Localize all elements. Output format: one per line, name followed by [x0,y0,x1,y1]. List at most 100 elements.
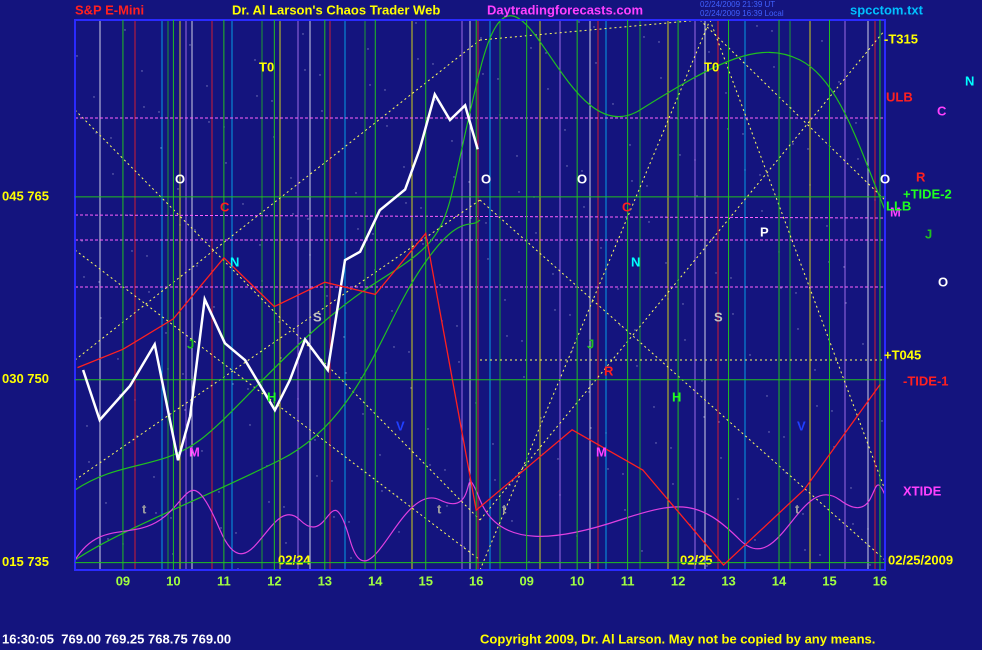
star [819,554,821,556]
star [319,74,321,76]
star [256,95,258,97]
star [530,47,532,49]
annotation: +T045 [884,347,921,362]
x-tick-label: 11 [621,573,635,588]
star [643,36,645,38]
series-line [77,231,881,567]
annotation: S [313,309,322,324]
star [83,276,85,278]
x-tick-label: 16 [469,573,483,588]
star [761,210,763,212]
star [855,122,857,124]
star [143,106,145,108]
star [432,63,434,65]
star [302,33,304,35]
annotation: -TIDE-1 [903,373,949,388]
star [408,351,410,353]
annotation: T0 [704,59,719,74]
date-label: 02/25 [680,552,713,567]
star [511,520,513,522]
star [283,506,285,508]
timestamp: 02/24/2009 21:39 UT [700,0,775,9]
star [759,174,761,176]
star [184,409,186,411]
star [670,447,672,449]
star [634,329,636,331]
annotation: t [502,501,507,516]
star [831,410,833,412]
star [590,427,592,429]
star [622,473,624,475]
star [386,125,388,127]
star [566,165,568,167]
star [521,340,523,342]
x-tick-label: 10 [166,573,180,588]
annotation: H [267,389,276,404]
chart-subtitle: Daytradingforecasts.com [487,2,643,17]
star [631,180,633,182]
star [470,217,472,219]
star [636,365,638,367]
star [545,52,547,54]
star [612,103,614,105]
star [405,202,407,204]
star [554,309,556,311]
angle-line [479,19,701,41]
star [343,336,345,338]
star [141,70,143,72]
annotation: T0 [259,59,274,74]
series-line [81,91,479,461]
star [86,425,88,427]
star [201,450,203,452]
star [439,284,441,286]
star [725,92,727,94]
star [259,244,261,246]
star [189,44,191,46]
tide-band [74,219,481,561]
x-tick-label: 09 [116,573,130,588]
x-tick-label: 12 [671,573,685,588]
star [619,324,621,326]
star [607,468,609,470]
star [304,69,306,71]
timestamp: 02/24/2009 16:39 Local [700,9,784,18]
star [715,272,717,274]
annotation: O [481,171,491,186]
tide-band [74,15,886,491]
star [208,121,210,123]
status-line: 16:30:05 769.00 769.25 768.75 769.00 [2,631,231,646]
star [456,325,458,327]
star [487,258,489,260]
star [232,383,234,385]
star [280,357,282,359]
x-tick-label: 12 [267,573,281,588]
x-tick-label: 15 [822,573,836,588]
star [206,85,208,87]
star [348,521,350,523]
annotation: O [938,274,948,289]
star [838,81,840,83]
star [170,517,172,519]
y-tick-label: 030 750 [2,371,49,386]
star [557,458,559,460]
star [660,77,662,79]
star [458,361,460,363]
plot-frame [74,19,886,571]
x-tick-label: 14 [772,573,787,588]
annotation: O [880,171,890,186]
star [345,372,347,374]
annotation: N [230,254,239,269]
star [629,144,631,146]
star [821,40,823,42]
star [316,475,318,477]
star [684,339,686,341]
annotation: R [604,363,614,378]
annotation: V [797,418,806,433]
star [429,464,431,466]
star [792,143,794,145]
star [653,406,655,408]
star [384,89,386,91]
level-line [74,214,886,219]
annotation: C [937,103,947,118]
